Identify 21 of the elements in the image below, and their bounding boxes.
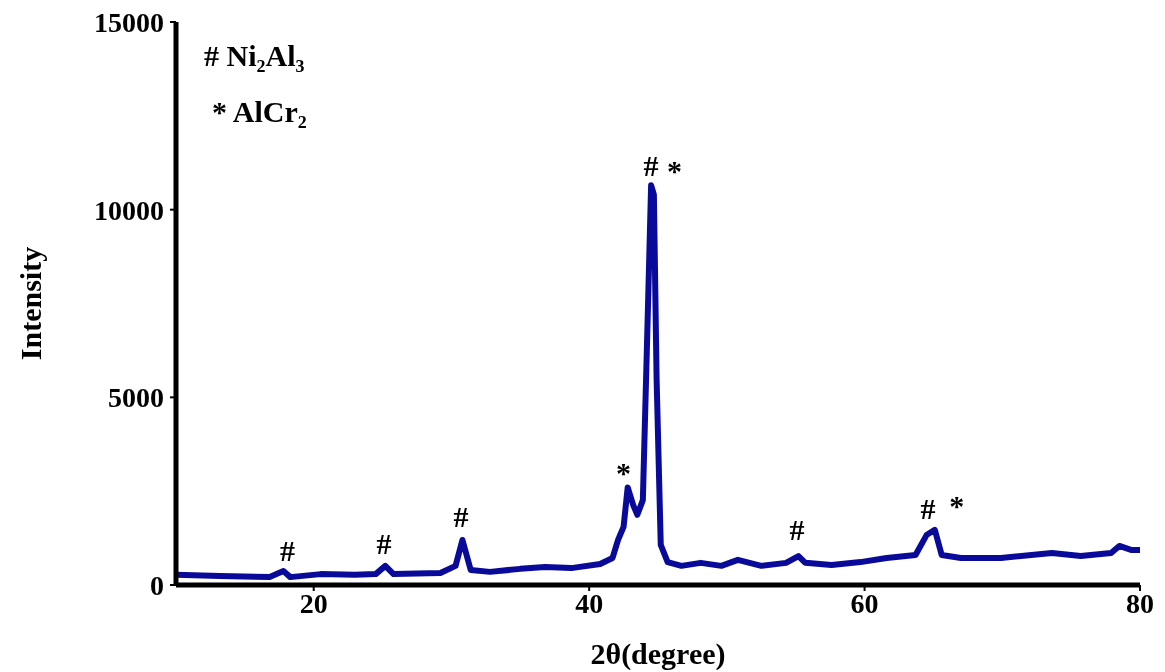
y-tick-label: 5000 bbox=[108, 382, 164, 414]
x-tick-label: 80 bbox=[1126, 587, 1154, 619]
annotation: # bbox=[920, 491, 936, 525]
x-tick-label: 60 bbox=[850, 587, 879, 619]
annotation: # bbox=[453, 499, 469, 533]
annotation: # bbox=[789, 513, 805, 547]
y-tick-label: 10000 bbox=[94, 194, 164, 226]
annotation: # bbox=[376, 526, 392, 560]
y-tick-label: 15000 bbox=[94, 6, 164, 38]
annotation: * AlCr₂ bbox=[212, 94, 307, 130]
x-tick-label: 40 bbox=[575, 587, 604, 619]
x-tick-label: 20 bbox=[299, 587, 328, 619]
annotation: # bbox=[643, 148, 659, 182]
y-axis-title: Intensity bbox=[13, 246, 47, 361]
annotation: * bbox=[616, 455, 632, 489]
y-tick-label: 0 bbox=[150, 569, 164, 601]
annotation: * bbox=[667, 153, 683, 187]
annotation: * bbox=[949, 488, 965, 522]
x-axis-title: 2θ(degree) bbox=[590, 637, 726, 671]
annotation: # bbox=[280, 533, 296, 567]
annotation: # Ni₂Al₃ bbox=[204, 38, 305, 74]
